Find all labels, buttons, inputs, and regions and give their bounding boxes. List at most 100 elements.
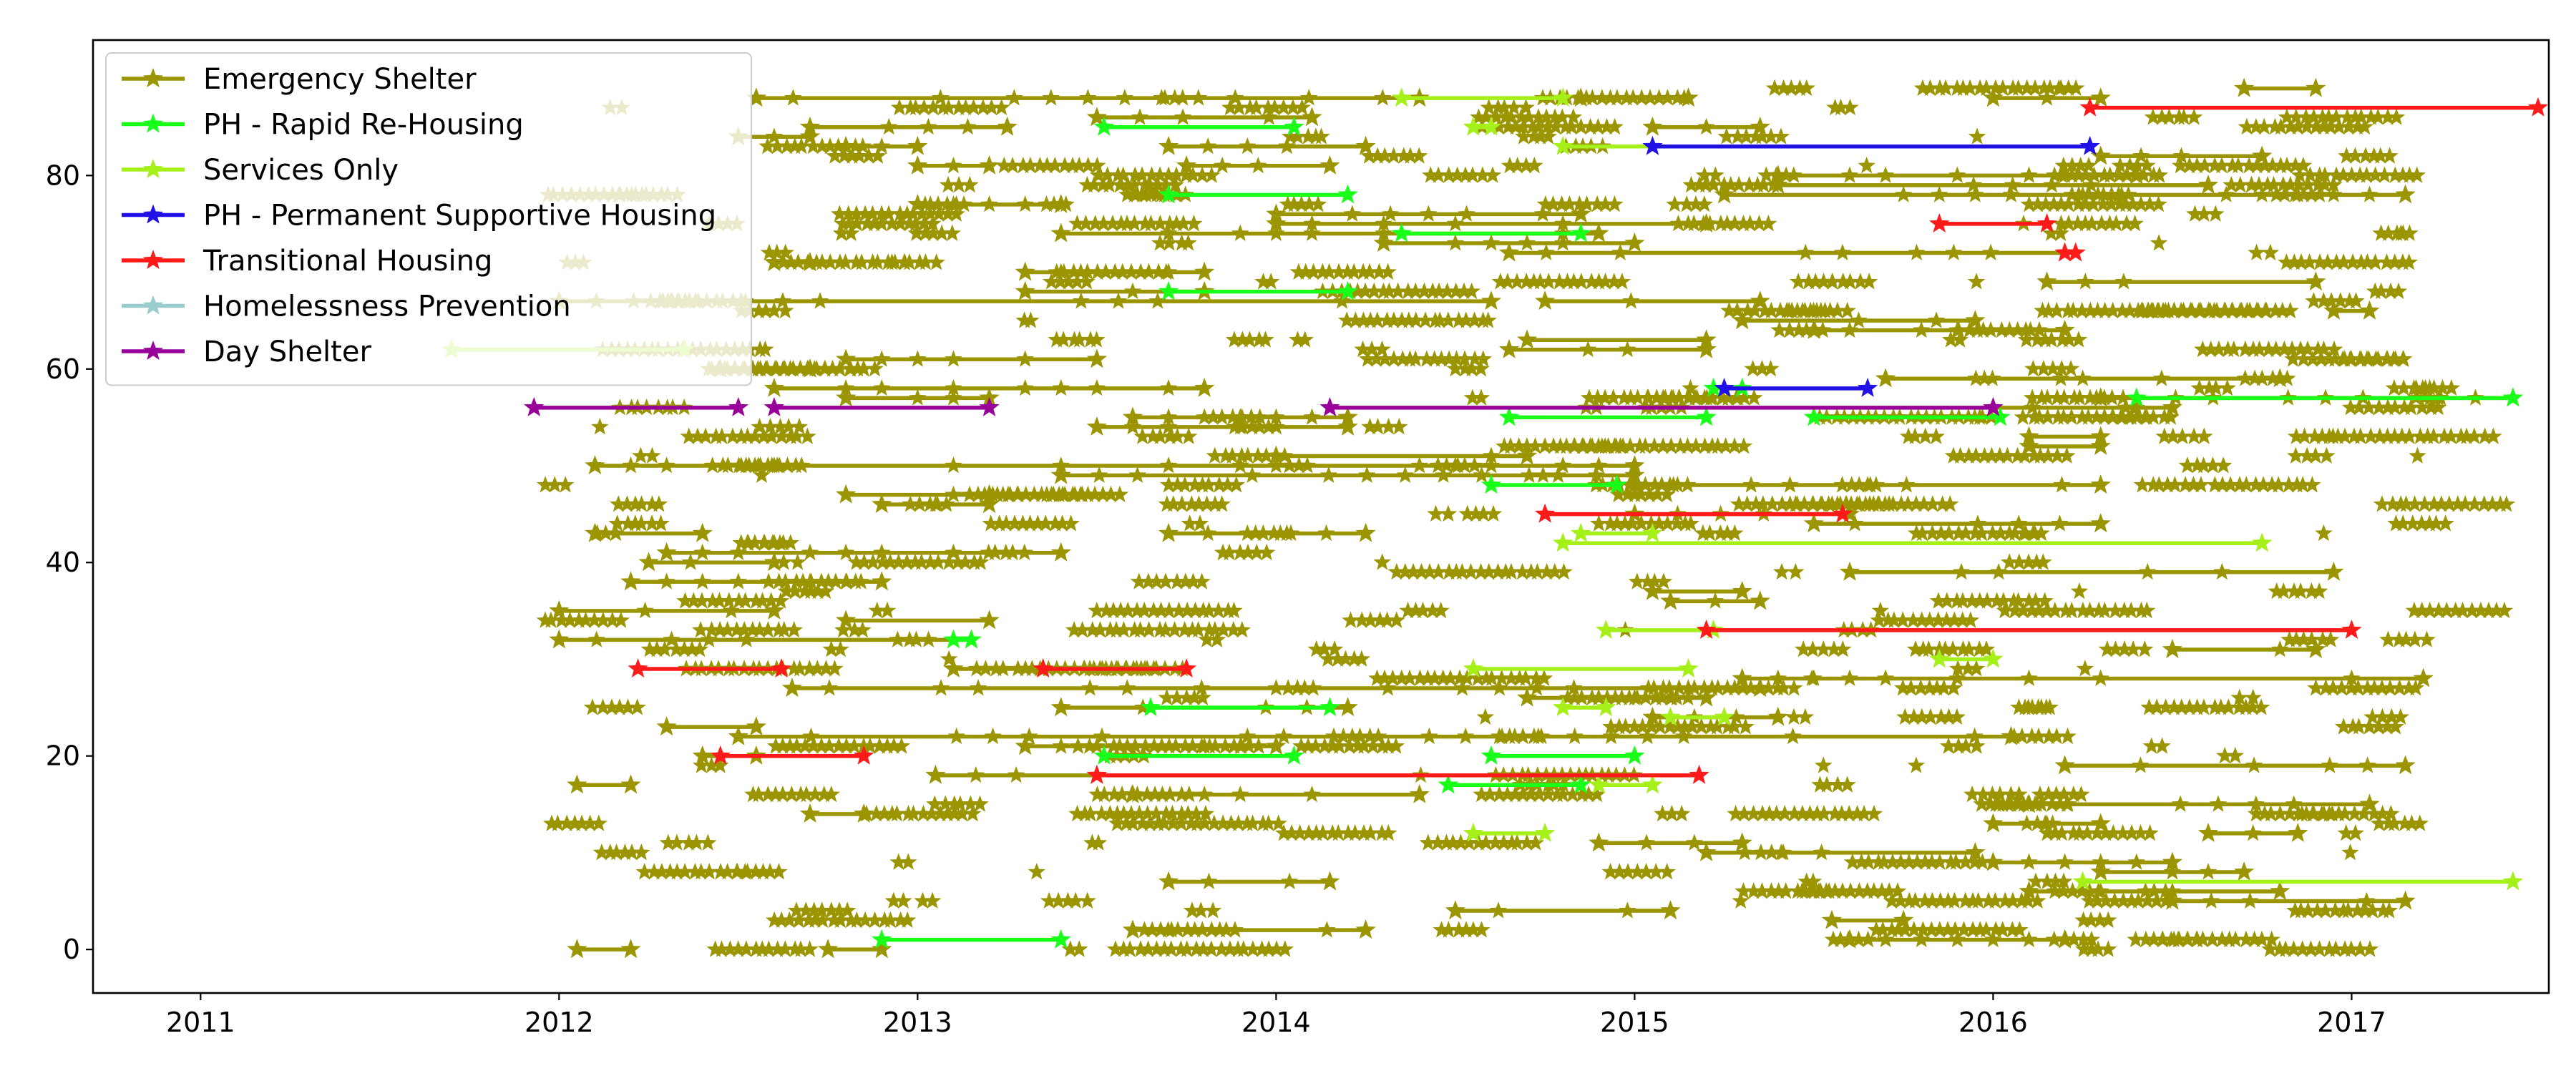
- legend-box: [105, 52, 752, 386]
- emergency-shelter-marker: [801, 940, 819, 957]
- emergency-shelter-marker: [1498, 242, 1520, 262]
- emergency-shelter-marker: [1642, 116, 1663, 136]
- ph-rapid-re-housing-marker: [1140, 697, 1161, 717]
- emergency-shelter-marker: [2109, 185, 2128, 202]
- day-shelter-marker: [763, 397, 785, 416]
- emergency-shelter-marker: [1981, 243, 2000, 260]
- transitional-housing-marker: [854, 745, 874, 765]
- emergency-shelter-marker: [2050, 79, 2068, 96]
- emergency-shelter-marker: [1737, 718, 1755, 735]
- ph-rapid-re-housing-marker: [1624, 745, 1645, 765]
- emergency-shelter-marker: [1472, 359, 1490, 377]
- emergency-shelter-marker: [1948, 166, 1966, 183]
- emergency-shelter-marker: [590, 814, 608, 831]
- emergency-shelter-marker: [1606, 117, 1624, 135]
- emergency-shelter-marker: [1893, 909, 1914, 929]
- emergency-shelter-marker: [1195, 408, 1214, 425]
- emergency-shelter-marker: [932, 679, 950, 696]
- emergency-shelter-marker: [909, 388, 927, 406]
- emergency-shelter-marker: [681, 553, 700, 570]
- emergency-shelter-marker: [945, 485, 962, 503]
- emergency-shelter-marker: [1983, 851, 2004, 871]
- emergency-shelter-marker: [984, 727, 1002, 745]
- emergency-shelter-marker: [2090, 387, 2111, 407]
- emergency-shelter-marker: [1302, 107, 1322, 127]
- emergency-shelter-marker: [1373, 553, 1391, 570]
- emergency-shelter-marker: [947, 727, 966, 745]
- emergency-shelter-marker: [2442, 378, 2461, 396]
- emergency-shelter-marker: [1814, 756, 1833, 773]
- emergency-shelter-marker: [880, 117, 898, 135]
- services-only-marker: [1571, 522, 1591, 542]
- emergency-shelter-marker: [2051, 514, 2069, 532]
- emergency-shelter-marker: [2150, 195, 2167, 212]
- emergency-shelter-marker: [2325, 340, 2343, 358]
- emergency-shelter-marker: [1352, 650, 1371, 667]
- emergency-shelter-marker: [1213, 495, 1231, 512]
- services-only-marker: [1642, 774, 1663, 794]
- legend-label-services-only: Services Only: [203, 154, 399, 187]
- emergency-shelter-marker: [2361, 940, 2379, 957]
- emergency-shelter-marker: [1050, 697, 1071, 717]
- emergency-shelter-marker: [969, 679, 987, 696]
- ph-permanent-supportive-housing-marker: [1642, 135, 1663, 155]
- emergency-shelter-marker: [1840, 321, 1859, 338]
- emergency-shelter-marker: [1446, 234, 1465, 251]
- ph-rapid-re-housing-marker: [1571, 222, 1591, 243]
- emergency-shelter-marker: [1116, 89, 1134, 106]
- emergency-shelter-marker: [2209, 795, 2228, 812]
- day-shelter-marker: [524, 397, 545, 416]
- emergency-shelter-marker: [1089, 833, 1108, 851]
- emergency-shelter-marker: [776, 301, 794, 318]
- legend-marker-emergency-shelter: [142, 68, 164, 87]
- emergency-shelter-marker: [1865, 804, 1883, 822]
- ph-rapid-re-housing-marker: [1158, 184, 1179, 204]
- emergency-shelter-marker: [2090, 87, 2111, 107]
- emergency-shelter-marker: [2382, 804, 2400, 822]
- ph-rapid-re-housing-marker: [1696, 406, 1717, 426]
- emergency-shelter-marker: [979, 610, 1000, 630]
- emergency-shelter-marker: [2150, 166, 2169, 183]
- emergency-shelter-marker: [1948, 708, 1966, 725]
- y-tick-label: 20: [46, 740, 80, 772]
- emergency-shelter-marker: [1086, 416, 1108, 436]
- emergency-shelter-marker: [1535, 669, 1553, 686]
- emergency-shelter-marker: [1639, 679, 1657, 696]
- emergency-shelter-marker: [1128, 466, 1146, 483]
- emergency-shelter-marker: [1619, 340, 1636, 358]
- emergency-shelter-marker: [1796, 708, 1815, 725]
- emergency-shelter-marker: [1642, 580, 1663, 600]
- emergency-shelter-marker: [1489, 901, 1508, 919]
- emergency-shelter-marker: [1195, 785, 1214, 803]
- emergency-shelter-marker: [1463, 282, 1480, 299]
- emergency-shelter-marker: [2409, 446, 2426, 464]
- emergency-shelter-marker: [2261, 243, 2280, 260]
- emergency-shelter-marker: [1658, 485, 1676, 502]
- emergency-shelter-marker: [587, 630, 605, 647]
- emergency-shelter-marker: [967, 766, 985, 783]
- emergency-shelter-marker: [1312, 127, 1330, 145]
- services-only-marker: [1463, 658, 1484, 678]
- emergency-shelter-marker: [643, 446, 661, 464]
- emergency-shelter-marker: [1193, 572, 1211, 590]
- emergency-shelter-marker: [756, 340, 774, 358]
- emergency-shelter-marker: [1642, 706, 1663, 726]
- emergency-shelter-marker: [2034, 553, 2052, 570]
- emergency-shelter-marker: [1760, 215, 1777, 232]
- emergency-shelter-marker: [1565, 679, 1583, 696]
- emergency-shelter-marker: [1549, 466, 1567, 483]
- emergency-shelter-marker: [1682, 514, 1700, 532]
- emergency-shelter-marker: [2436, 514, 2454, 532]
- emergency-shelter-marker: [1434, 466, 1453, 483]
- emergency-shelter-marker: [943, 224, 962, 241]
- emergency-shelter-marker: [650, 495, 668, 512]
- emergency-shelter-marker: [1380, 824, 1397, 841]
- emergency-shelter-marker: [2358, 891, 2376, 909]
- emergency-shelter-marker: [2153, 737, 2171, 754]
- emergency-shelter-marker: [872, 350, 891, 367]
- emergency-shelter-marker: [2090, 513, 2111, 533]
- emergency-shelter-marker: [2214, 456, 2233, 474]
- emergency-shelter-marker: [1787, 562, 1805, 580]
- emergency-shelter-marker: [801, 543, 819, 561]
- emergency-shelter-marker: [1813, 843, 1830, 861]
